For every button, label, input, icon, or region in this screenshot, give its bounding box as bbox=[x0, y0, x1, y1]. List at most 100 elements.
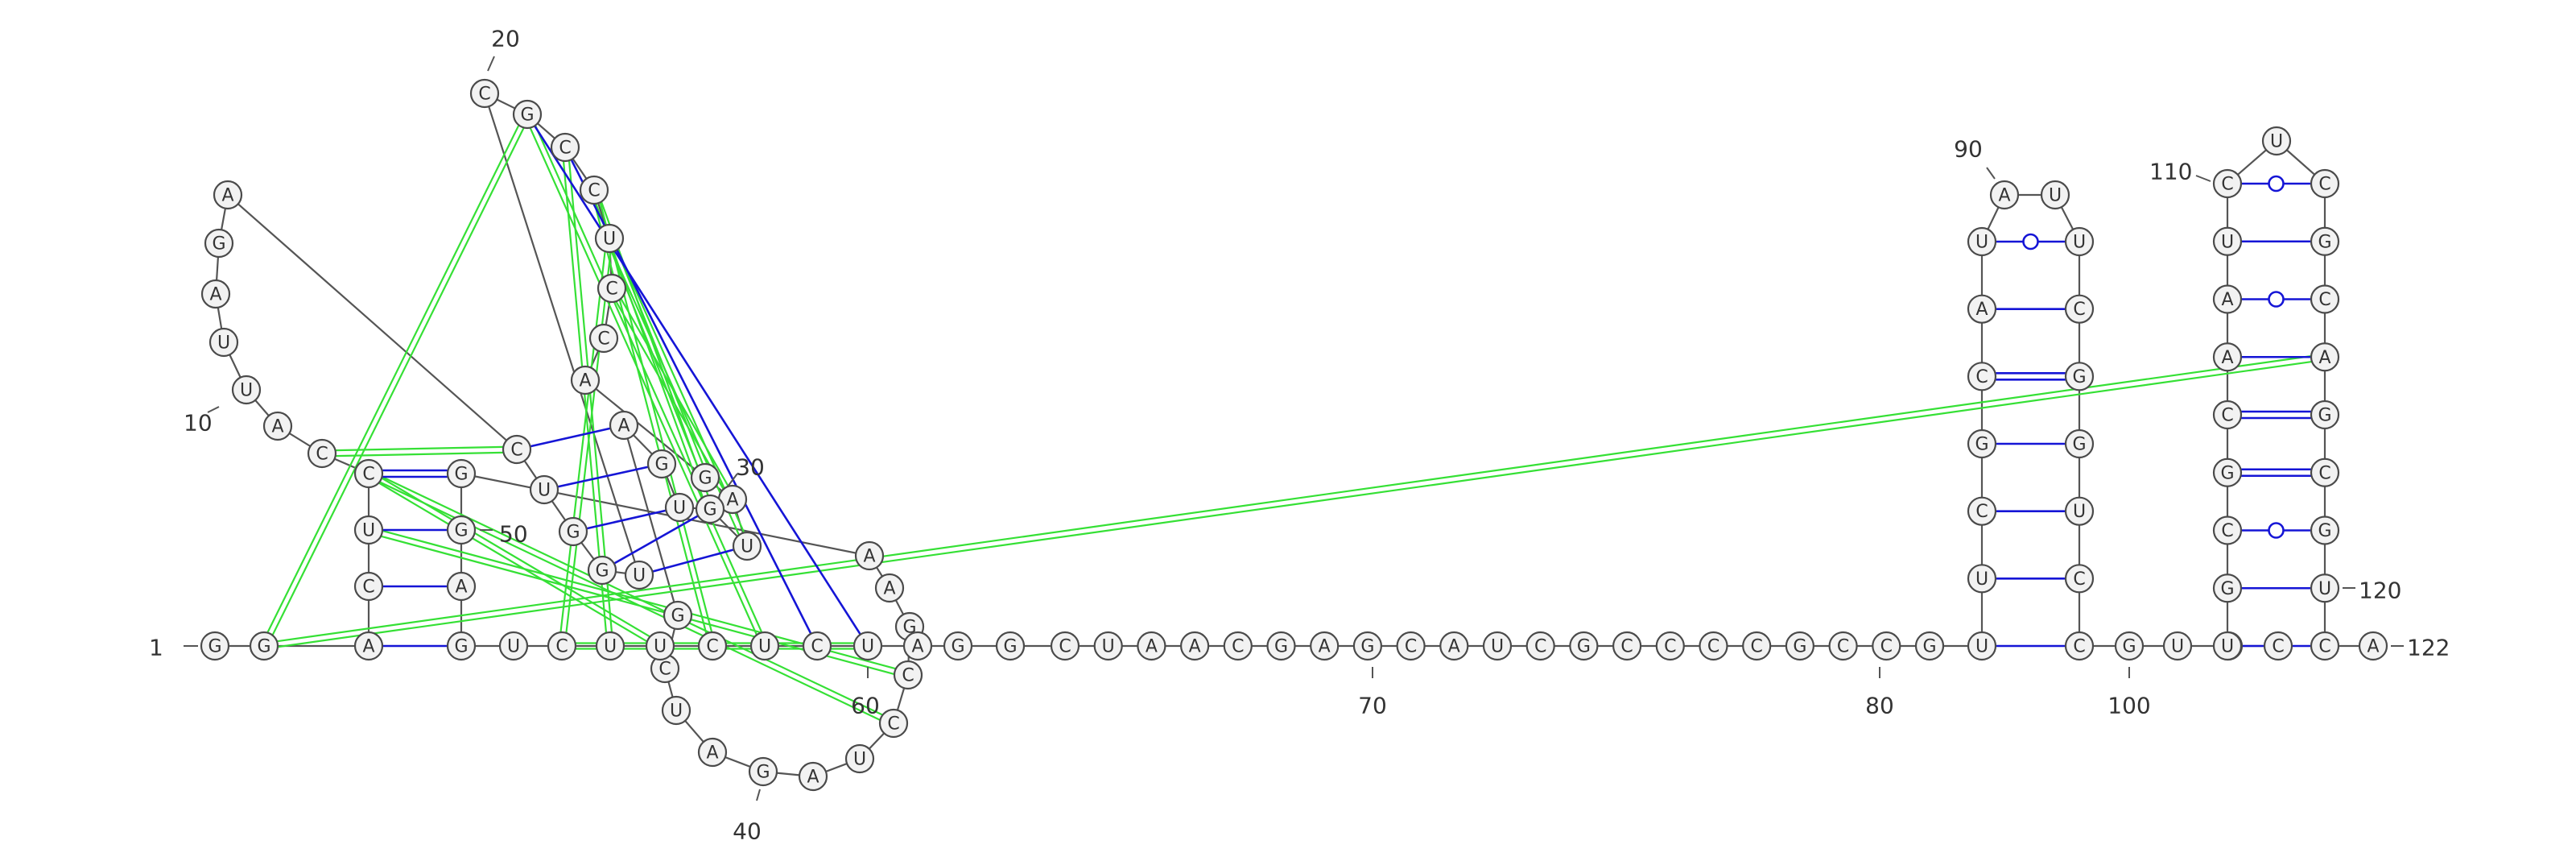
tertiary-interaction bbox=[381, 477, 650, 638]
nucleotide-circle bbox=[2212, 342, 2243, 372]
nucleotide-circle bbox=[2212, 226, 2243, 256]
position-tick bbox=[487, 56, 495, 72]
nucleotide-letter: U bbox=[861, 637, 874, 657]
nucleotide-circle bbox=[645, 631, 675, 661]
position-tick bbox=[207, 406, 220, 413]
nucleotide-circle bbox=[1967, 631, 1997, 661]
nucleotide-33: G bbox=[646, 449, 677, 479]
nucleotide-100: U bbox=[2162, 631, 2193, 661]
nucleotide-letter: G bbox=[2122, 637, 2136, 657]
nucleotide-letter: G bbox=[1922, 637, 1936, 657]
nucleotide-letter: G bbox=[454, 465, 468, 485]
nucleotide-circle bbox=[2064, 294, 2095, 324]
nucleotide-letter: C bbox=[2221, 521, 2233, 541]
nucleotide-circle bbox=[1612, 631, 1642, 661]
au-pair-line bbox=[557, 466, 649, 488]
nucleotide-letter: A bbox=[1189, 637, 1201, 657]
nucleotide-24: U bbox=[594, 223, 625, 254]
nucleotide-106: G bbox=[2212, 457, 2243, 487]
nucleotide-circle bbox=[2310, 457, 2340, 487]
nucleotide-circle bbox=[1742, 631, 1772, 661]
nucleotide-122: A bbox=[2358, 631, 2388, 661]
nucleotide-circle bbox=[646, 449, 677, 479]
nucleotide-68: A bbox=[1310, 631, 1340, 661]
nucleotide-letter: U bbox=[2318, 579, 2331, 599]
nucleotide-69: G bbox=[1352, 631, 1383, 661]
nucleotide-letter: G bbox=[257, 637, 270, 657]
nucleotide-34: A bbox=[609, 410, 639, 441]
nucleotide-53: U bbox=[595, 631, 625, 661]
nucleotide-letter: U bbox=[240, 381, 253, 401]
nucleotide-119: G bbox=[2310, 515, 2340, 545]
nucleotide-letter: C bbox=[1975, 502, 1988, 522]
nucleotide-letter: U bbox=[670, 702, 683, 722]
nucleotide-2: G bbox=[249, 631, 279, 661]
nucleotide-circle bbox=[213, 180, 243, 210]
nucleotide-letter: A bbox=[863, 547, 875, 567]
nucleotide-19: C bbox=[469, 78, 500, 109]
nucleotide-letter: C bbox=[2318, 290, 2330, 310]
nucleotide-letter: C bbox=[2073, 300, 2085, 320]
nucleotide-58: U bbox=[852, 631, 883, 661]
nucleotide-letter: U bbox=[2171, 637, 2184, 657]
nucleotide-letter: G bbox=[2318, 406, 2331, 426]
nucleotide-circle bbox=[204, 228, 234, 259]
nucleotide-40: A bbox=[798, 761, 828, 792]
wobble-pair-marker bbox=[2268, 291, 2285, 308]
nucleotide-94: G bbox=[2064, 362, 2095, 391]
nucleotide-circle bbox=[690, 462, 720, 493]
tertiary-interaction bbox=[620, 298, 729, 487]
nucleotide-letter: G bbox=[454, 637, 468, 657]
nucleotide-letter: G bbox=[1577, 637, 1591, 657]
tertiary-interaction bbox=[271, 127, 525, 636]
nucleotide-letter: A bbox=[455, 578, 467, 598]
nucleotide-43: C bbox=[893, 660, 923, 690]
nucleotide-circle bbox=[2212, 284, 2243, 314]
nucleotide-letter: G bbox=[951, 637, 964, 657]
nucleotide-letter: C bbox=[2318, 637, 2330, 657]
au-pair-line bbox=[530, 427, 611, 448]
nucleotide-112: U bbox=[2261, 126, 2292, 156]
wobble-pair-marker bbox=[2268, 175, 2285, 193]
nucleotide-circle bbox=[262, 411, 293, 441]
nucleotide-31: G bbox=[695, 494, 725, 524]
nucleotide-circle bbox=[595, 631, 625, 661]
nucleotide-circle bbox=[1439, 631, 1469, 661]
nucleotide-36: C bbox=[650, 653, 680, 684]
position-label: 40 bbox=[733, 818, 762, 845]
nucleotide-circle bbox=[498, 631, 529, 661]
tertiary-interaction bbox=[335, 445, 503, 452]
nucleotide-circle bbox=[1569, 631, 1599, 661]
nucleotide-letter: U bbox=[673, 499, 686, 519]
nucleotide-circle bbox=[502, 434, 532, 465]
nucleotide-67: G bbox=[1266, 631, 1296, 661]
nucleotide-21: G bbox=[512, 99, 543, 130]
nucleotide-51: U bbox=[498, 631, 529, 661]
position-label: 20 bbox=[491, 26, 520, 52]
nucleotide-26: C bbox=[588, 323, 619, 354]
nucleotide-letter: U bbox=[2221, 232, 2234, 252]
position-tick bbox=[727, 473, 738, 487]
nucleotide-letter: C bbox=[605, 279, 617, 300]
nucleotide-letter: A bbox=[883, 579, 895, 599]
nucleotide-circle bbox=[854, 540, 885, 571]
nucleotide-circle bbox=[1223, 631, 1253, 661]
nucleotide-110: U bbox=[2212, 226, 2243, 256]
position-label: 60 bbox=[851, 693, 880, 719]
au-pair-line bbox=[652, 549, 734, 573]
nucleotide-14: C bbox=[502, 434, 532, 465]
nucleotide-circle bbox=[2212, 168, 2243, 199]
nucleotide-46: A bbox=[854, 540, 885, 571]
nucleotide-circle bbox=[231, 375, 262, 405]
nucleotide-11: A bbox=[200, 279, 231, 309]
nucleotide-letter: A bbox=[221, 186, 233, 206]
nucleotide-circle bbox=[307, 438, 337, 469]
nucleotide-circle bbox=[1352, 631, 1383, 661]
nucleotide-116: A bbox=[2310, 342, 2340, 372]
nucleotide-letter: G bbox=[1360, 637, 1374, 657]
nucleotide-circle bbox=[1482, 631, 1513, 661]
nucleotide-letter: A bbox=[726, 491, 738, 511]
nucleotide-84: U bbox=[1967, 564, 1997, 594]
nucleotide-circle bbox=[2310, 631, 2340, 661]
nucleotide-letter: C bbox=[559, 139, 571, 159]
